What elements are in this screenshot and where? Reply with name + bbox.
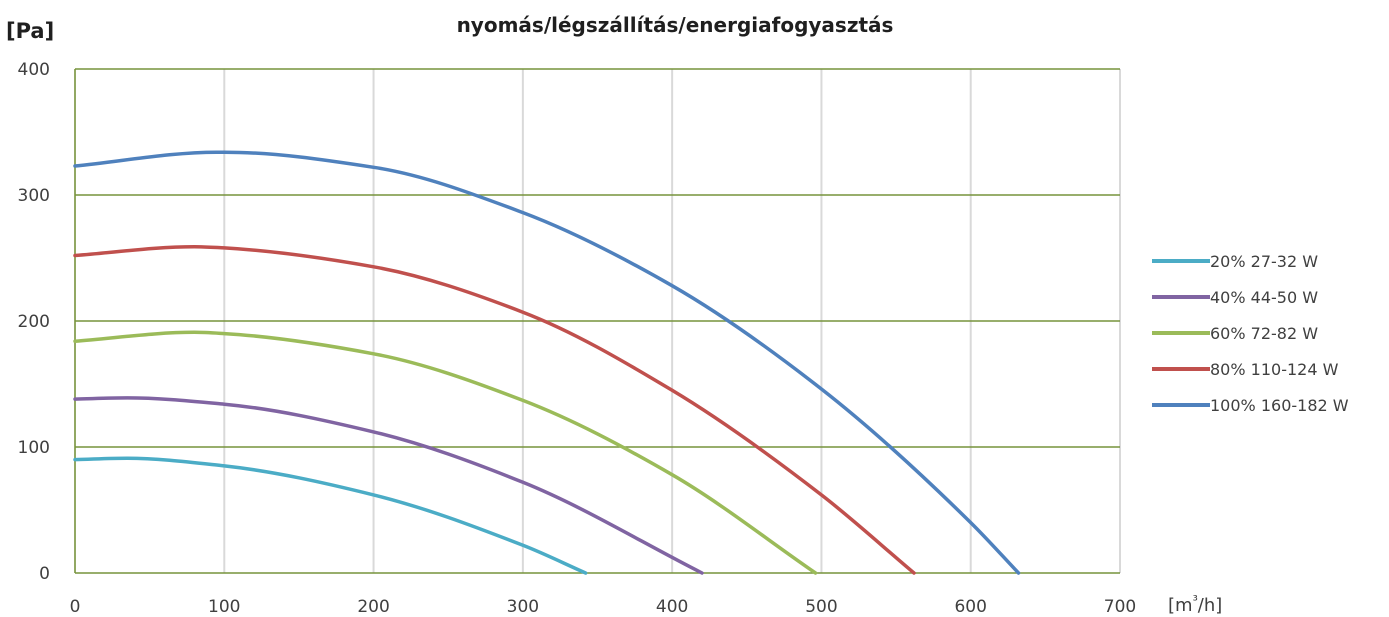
series-line <box>73 150 1021 575</box>
series-line <box>73 456 588 575</box>
y-tick-label: 100 <box>18 438 50 458</box>
chart-title: nyomás/légszállítás/energiafogyasztás <box>457 13 894 37</box>
x-axis-label-sup: ³ <box>1193 594 1198 609</box>
tick-labels: 0 100 200 300 400 500 600 700 0 100 200 300 400 <box>18 60 1137 617</box>
series-layer <box>73 150 1021 575</box>
y-axis-label: [Pa] <box>6 19 54 43</box>
legend-label: 100% 160-182 W <box>1210 396 1349 415</box>
series-line <box>73 330 818 575</box>
legend-label: 40% 44-50 W <box>1210 288 1318 307</box>
y-tick-label: 300 <box>18 186 50 206</box>
x-tick-label: 400 <box>656 597 688 617</box>
legend-label: 80% 110-124 W <box>1210 360 1339 379</box>
legend: 20% 27-32 W 40% 44-50 W 60% 72-82 W 80% 110… <box>1152 252 1349 415</box>
legend-label: 20% 27-32 W <box>1210 252 1318 271</box>
x-tick-label: 700 <box>1104 597 1136 617</box>
x-axis-label: [m³/h] <box>1168 594 1222 616</box>
y-tick-label: 200 <box>18 312 50 332</box>
x-axis-label-prefix: [m <box>1168 595 1193 616</box>
y-tick-label: 0 <box>39 564 50 584</box>
x-tick-label: 300 <box>507 597 539 617</box>
grid <box>74 68 1121 574</box>
x-tick-label: 600 <box>954 597 986 617</box>
legend-label: 60% 72-82 W <box>1210 324 1318 343</box>
series-line <box>73 396 704 575</box>
x-axis-label-suffix: /h] <box>1198 595 1223 616</box>
x-tick-label: 200 <box>357 597 389 617</box>
series-line <box>73 244 916 575</box>
x-tick-label: 500 <box>805 597 837 617</box>
y-tick-label: 400 <box>18 60 50 80</box>
x-tick-label: 0 <box>70 597 81 617</box>
x-tick-label: 100 <box>208 597 240 617</box>
